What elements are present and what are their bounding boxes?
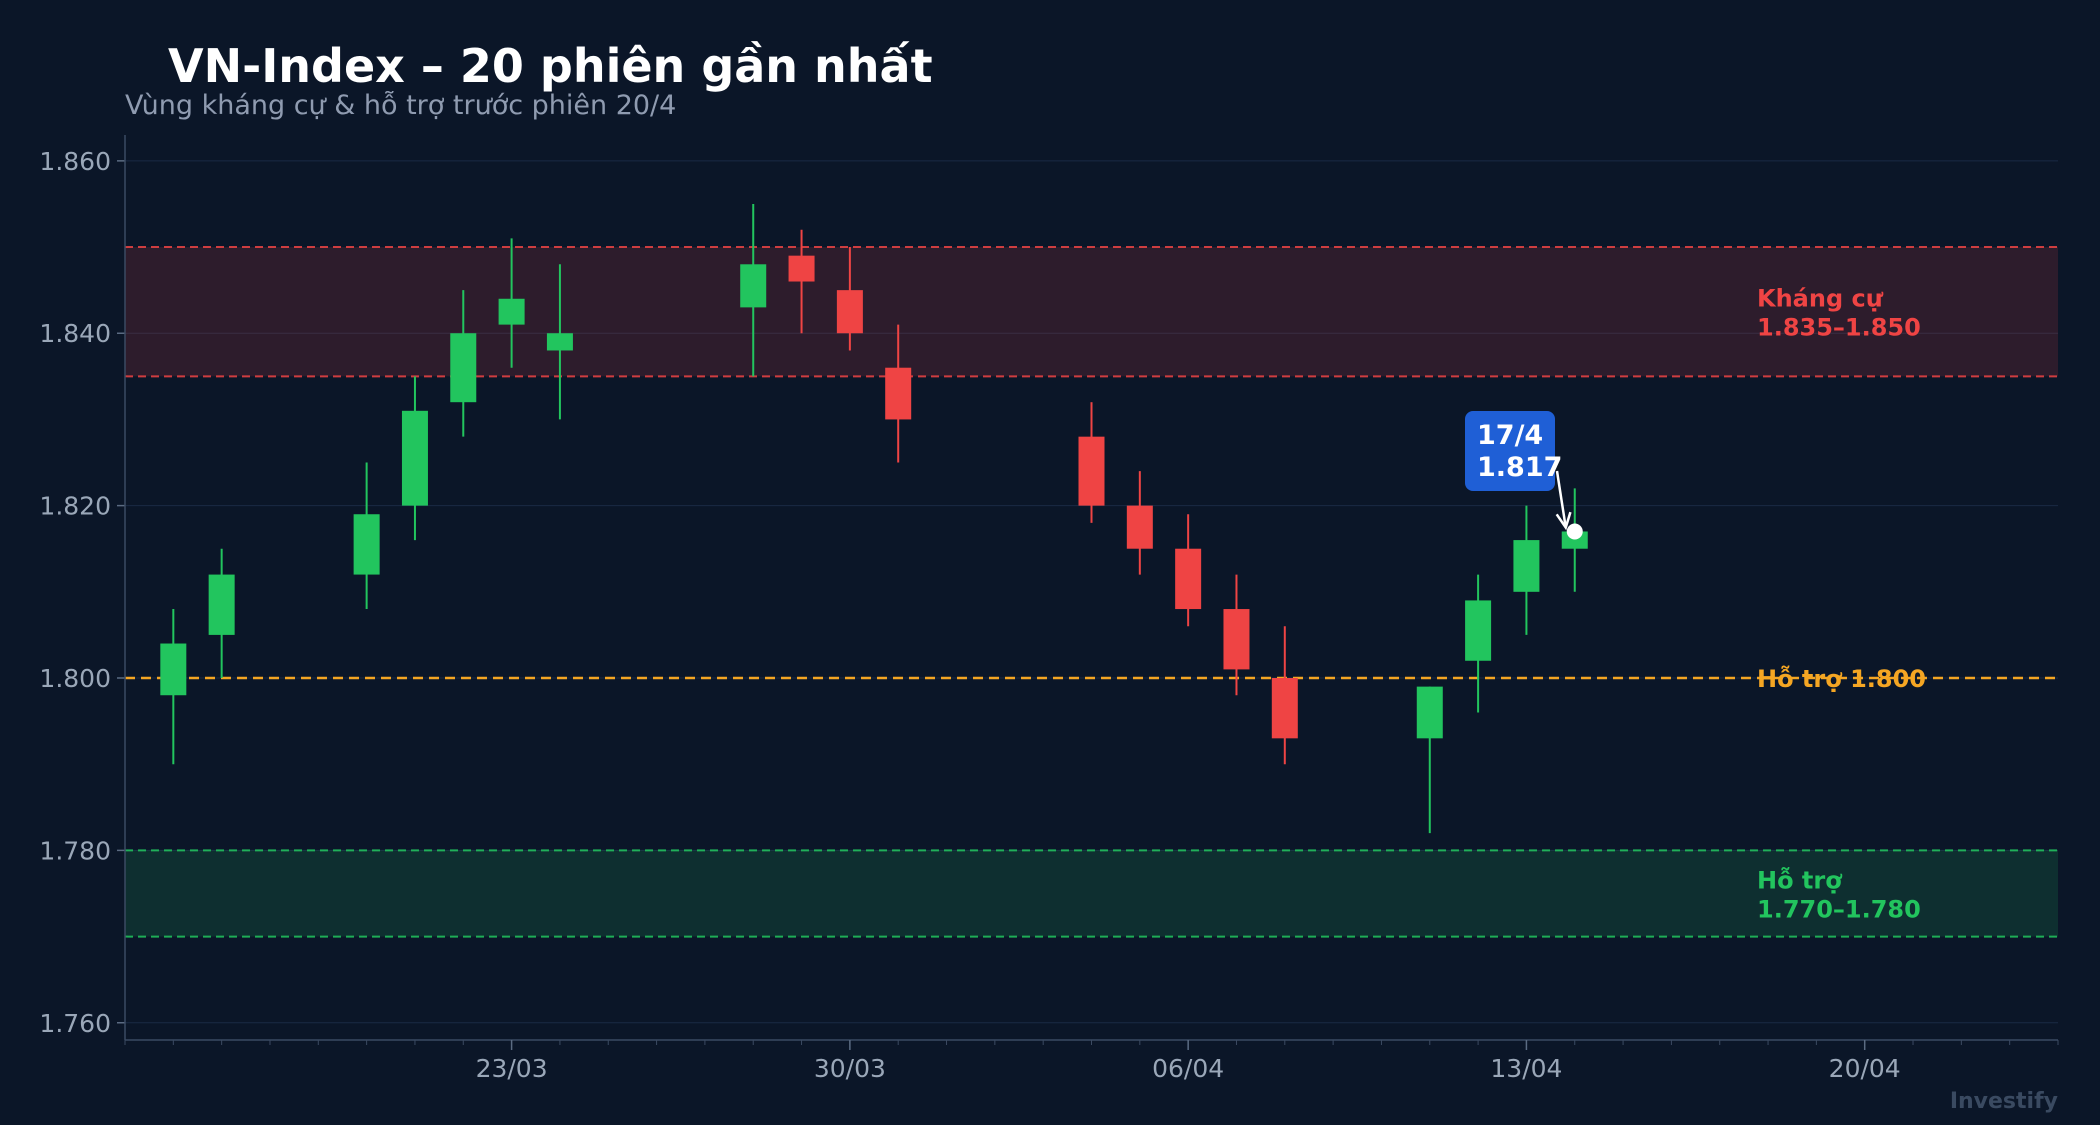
candle-body <box>1513 540 1540 592</box>
support-line-label: Hỗ trợ 1.800 <box>1757 664 1926 693</box>
zone-range-label: 1.835–1.850 <box>1757 314 1921 342</box>
y-tick-label: 1.820 <box>39 492 111 521</box>
candle-body <box>885 367 912 420</box>
candle-body <box>546 333 573 351</box>
candle-body <box>160 643 187 696</box>
candle-body <box>498 298 525 325</box>
y-tick-label: 1.800 <box>39 664 111 693</box>
candle-body <box>1223 609 1250 670</box>
x-tick-label: 06/04 <box>1152 1054 1224 1083</box>
zone-band <box>125 247 2058 377</box>
candle-body <box>1271 678 1298 739</box>
candle-body <box>1126 505 1153 549</box>
callout-arrowhead <box>1555 511 1572 531</box>
callout-point <box>1566 523 1583 540</box>
x-tick-label: 13/04 <box>1490 1054 1562 1083</box>
callout-arrow <box>1555 470 1567 528</box>
candle-body <box>740 264 767 308</box>
callout-box <box>1465 411 1555 491</box>
watermark: Investify <box>1950 1089 2058 1114</box>
y-tick-label: 1.860 <box>39 147 111 176</box>
x-tick-label: 23/03 <box>476 1054 548 1083</box>
x-tick-label: 20/04 <box>1829 1054 1901 1083</box>
y-tick-label: 1.840 <box>39 319 111 348</box>
candle-body <box>1078 436 1105 506</box>
candle-body <box>1416 686 1443 739</box>
y-tick-label: 1.780 <box>39 836 111 865</box>
callout-value: 1.817 <box>1477 452 1562 483</box>
annotation: 17/41.817 <box>1465 411 1583 540</box>
callout-date: 17/4 <box>1477 420 1543 451</box>
zone-range-label: 1.770–1.780 <box>1757 895 1921 923</box>
candle-body <box>788 255 815 282</box>
candle-body <box>450 333 477 403</box>
zone-label: Kháng cự <box>1757 285 1884 313</box>
chart-title: VN-Index – 20 phiên gần nhất <box>168 39 933 93</box>
candles <box>160 203 1588 834</box>
y-tick-label: 1.760 <box>39 1009 111 1038</box>
candle-body <box>353 514 380 575</box>
zones <box>125 246 2058 938</box>
candle-body <box>836 290 863 334</box>
candle-body <box>401 410 428 506</box>
candle-body <box>208 574 235 635</box>
candle-body <box>1175 548 1202 610</box>
zone-label: Hỗ trợ <box>1757 865 1842 894</box>
candle-body <box>1465 600 1492 661</box>
chart-subtitle: Vùng kháng cự & hỗ trợ trước phiên 20/4 <box>125 90 676 121</box>
axes: 1.760 1.780 1.800 1.820 1.840 1.860 23/03 30/03… <box>39 135 2059 1083</box>
zone-band <box>125 850 2058 937</box>
x-tick-label: 30/03 <box>814 1054 886 1083</box>
